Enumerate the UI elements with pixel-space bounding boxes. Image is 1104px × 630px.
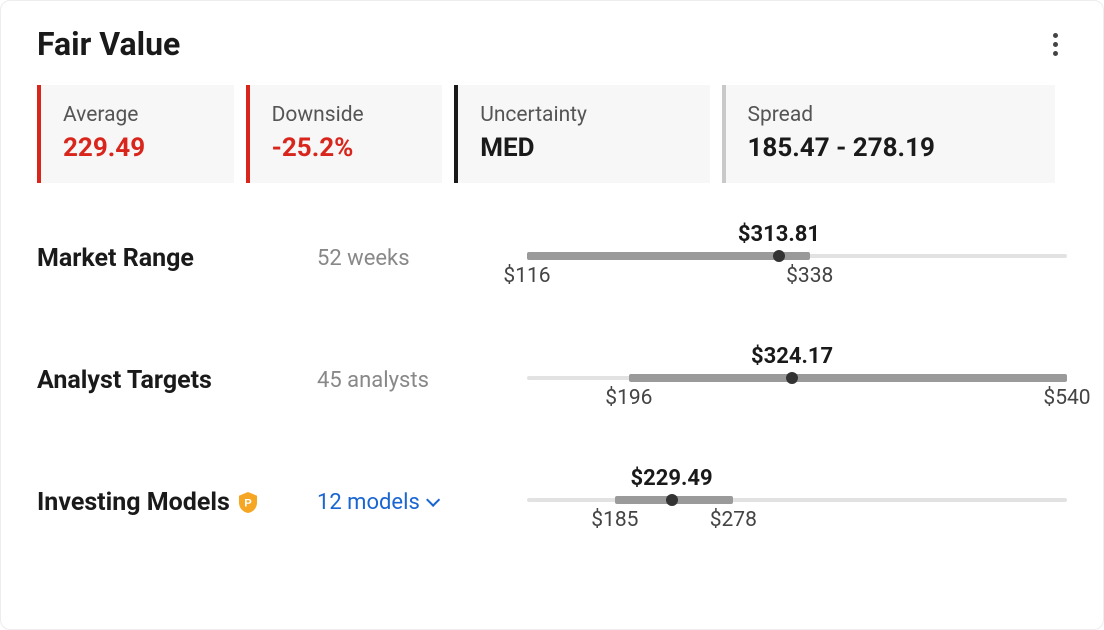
- range-slider: $324.17$196$540: [527, 350, 1067, 410]
- stat-label: Uncertainty: [480, 103, 687, 127]
- stat-label: Downside: [272, 103, 421, 127]
- stat-value: MED: [480, 133, 687, 163]
- card-header: Fair Value: [37, 25, 1067, 63]
- slider-marker: [666, 494, 678, 506]
- range-subtitle: 45 analysts: [317, 368, 527, 393]
- range-high-value: $338: [786, 264, 833, 288]
- slider-bar: [629, 374, 1067, 382]
- pro-badge-icon: P: [238, 491, 258, 513]
- stats-row: Average 229.49 Downside -25.2% Uncertainty ME…: [37, 85, 1067, 183]
- stat-value: 185.47 - 278.19: [748, 133, 1034, 163]
- range-label: Investing ModelsP: [37, 488, 317, 517]
- stat-card-uncertainty: Uncertainty MED: [454, 85, 709, 183]
- ranges-section: Market Range52 weeks$313.81$116$338Analy…: [37, 223, 1067, 537]
- more-options-button[interactable]: [1043, 32, 1067, 56]
- stat-card-downside: Downside -25.2%: [246, 85, 443, 183]
- slider-bar: [527, 252, 810, 260]
- range-slider: $313.81$116$338: [527, 228, 1067, 288]
- range-subtitle: 52 weeks: [317, 246, 527, 271]
- range-row: Analyst Targets45 analysts$324.17$196$54…: [37, 345, 1067, 415]
- slider-marker: [786, 372, 798, 384]
- range-low-value: $196: [605, 386, 652, 410]
- stat-value: -25.2%: [272, 133, 421, 163]
- range-low-value: $116: [503, 264, 550, 288]
- range-high-value: $540: [1043, 386, 1090, 410]
- range-label: Market Range: [37, 244, 317, 273]
- marker-value: $313.81: [738, 222, 820, 247]
- svg-text:P: P: [244, 497, 252, 509]
- range-row: Market Range52 weeks$313.81$116$338: [37, 223, 1067, 293]
- stat-value: 229.49: [63, 133, 212, 163]
- stat-label: Average: [63, 103, 212, 127]
- marker-value: $324.17: [751, 344, 833, 369]
- fair-value-card: Fair Value Average 229.49 Downside -25.2% Un…: [0, 0, 1104, 630]
- stat-card-average: Average 229.49: [37, 85, 234, 183]
- card-title: Fair Value: [37, 25, 180, 63]
- range-label: Analyst Targets: [37, 366, 317, 395]
- marker-value: $229.49: [630, 466, 712, 491]
- slider-track: [527, 498, 1067, 502]
- range-low-value: $185: [591, 508, 638, 532]
- stat-card-spread: Spread 185.47 - 278.19: [722, 85, 1056, 183]
- range-high-value: $278: [710, 508, 757, 532]
- models-dropdown[interactable]: 12 models: [317, 490, 527, 515]
- range-slider: $229.49$185$278: [527, 472, 1067, 532]
- range-row: Investing ModelsP12 models $229.49 $185 $27…: [37, 467, 1067, 537]
- chevron-down-icon: [426, 493, 440, 507]
- stat-label: Spread: [748, 103, 1034, 127]
- slider-marker: [773, 250, 785, 262]
